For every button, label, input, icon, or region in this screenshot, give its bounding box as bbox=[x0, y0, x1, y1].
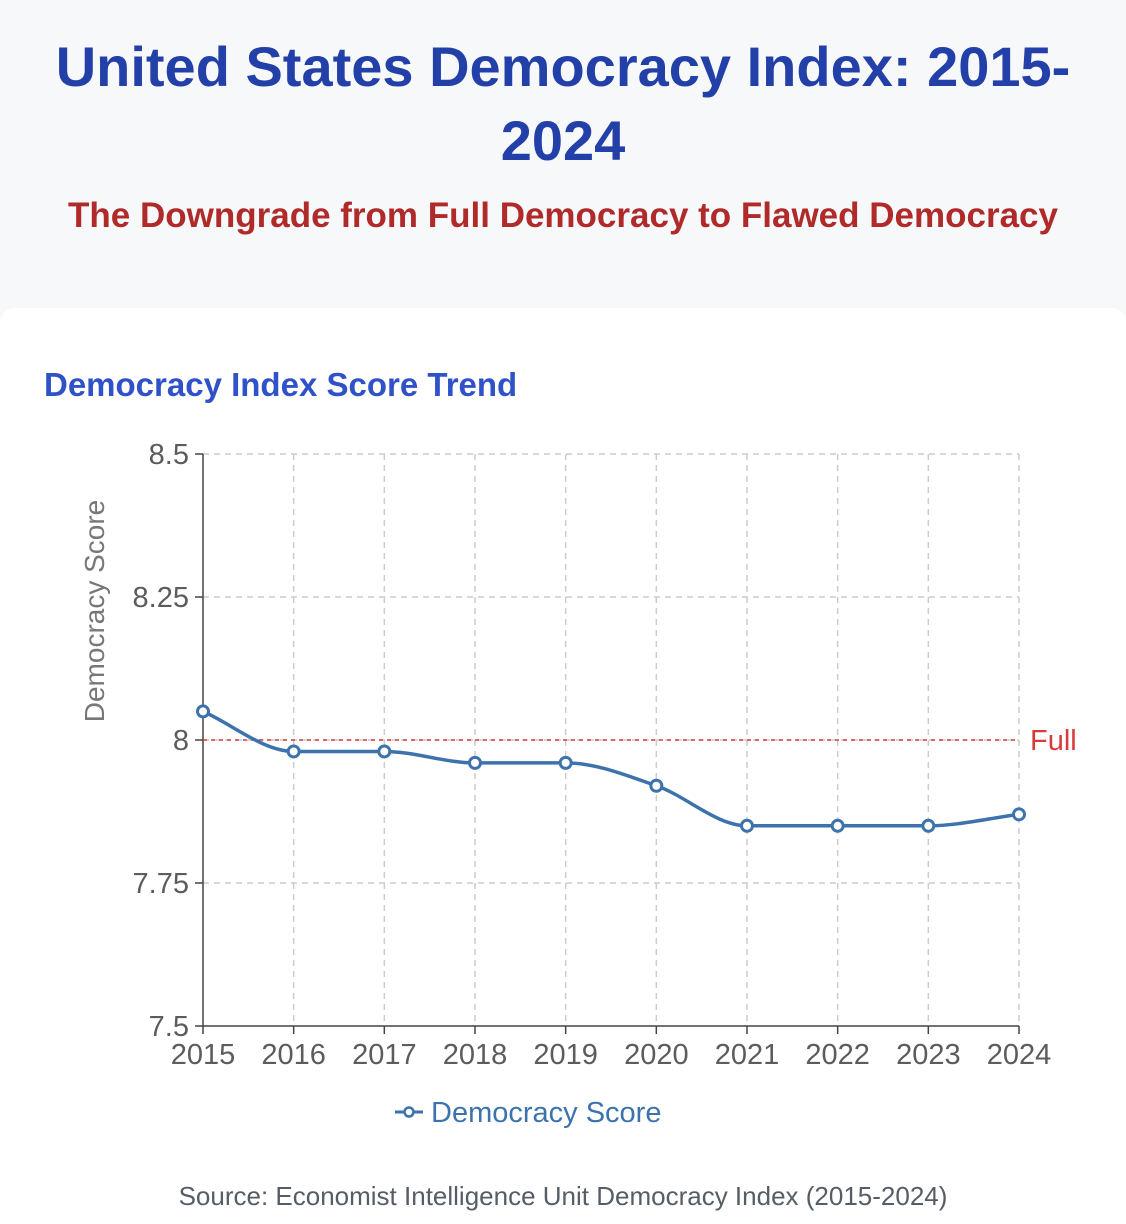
data-point-2022[interactable] bbox=[830, 818, 845, 833]
data-point-2024[interactable] bbox=[1012, 807, 1026, 822]
series-layer bbox=[196, 704, 1026, 833]
page-title: United States Democracy Index: 2015-2024 bbox=[55, 35, 1071, 172]
source-note: Source: Economist Intelligence Unit Demo… bbox=[178, 1181, 948, 1211]
axis-layer bbox=[195, 453, 1020, 1034]
x-tick-label: 2023 bbox=[896, 1039, 961, 1071]
y-axis-title: Democracy Score bbox=[79, 500, 110, 723]
header: United States Democracy Index: 2015-2024… bbox=[0, 0, 1126, 300]
x-tick-label: 2019 bbox=[533, 1039, 598, 1071]
reference-layer: Full bbox=[203, 725, 1077, 757]
label-layer: 7.5 7.75 8 8.25 8.5 2015 2016 2017 2018 2019 2020 2… bbox=[79, 439, 1051, 1071]
x-tick-label: 2016 bbox=[261, 1039, 326, 1071]
y-tick-label: 7.75 bbox=[133, 868, 189, 900]
x-tick-label: 2024 bbox=[987, 1039, 1052, 1071]
data-point-2019[interactable] bbox=[558, 755, 573, 770]
legend-label[interactable]: Democracy Score bbox=[431, 1097, 661, 1129]
data-point-2020[interactable] bbox=[649, 778, 664, 793]
data-point-2016[interactable] bbox=[286, 744, 301, 759]
y-tick-label: 8.5 bbox=[149, 439, 189, 471]
reference-label: Full bbox=[1030, 725, 1077, 757]
x-tick-label: 2021 bbox=[715, 1039, 780, 1071]
x-tick-label: 2015 bbox=[171, 1039, 236, 1071]
data-point-2015[interactable] bbox=[196, 704, 210, 719]
page-subtitle: The Downgrade from Full Democracy to Fla… bbox=[68, 196, 1058, 235]
data-point-2021[interactable] bbox=[740, 818, 754, 833]
legend[interactable]: Democracy Score bbox=[395, 1097, 661, 1129]
data-point-2023[interactable] bbox=[921, 818, 936, 833]
data-point-2017[interactable] bbox=[377, 744, 392, 759]
y-tick-label: 8 bbox=[173, 725, 189, 757]
x-tick-label: 2022 bbox=[805, 1039, 870, 1071]
x-tick-label: 2018 bbox=[443, 1039, 508, 1071]
data-point-2018[interactable] bbox=[468, 755, 482, 770]
x-tick-label: 2020 bbox=[624, 1039, 689, 1071]
y-tick-label: 7.5 bbox=[149, 1011, 189, 1043]
y-tick-label: 8.25 bbox=[133, 582, 189, 614]
legend-marker-icon bbox=[403, 1106, 415, 1118]
series-line-democracy-score bbox=[202, 709, 1020, 828]
x-tick-label: 2017 bbox=[352, 1039, 417, 1071]
chart-heading: Democracy Index Score Trend bbox=[44, 366, 518, 403]
